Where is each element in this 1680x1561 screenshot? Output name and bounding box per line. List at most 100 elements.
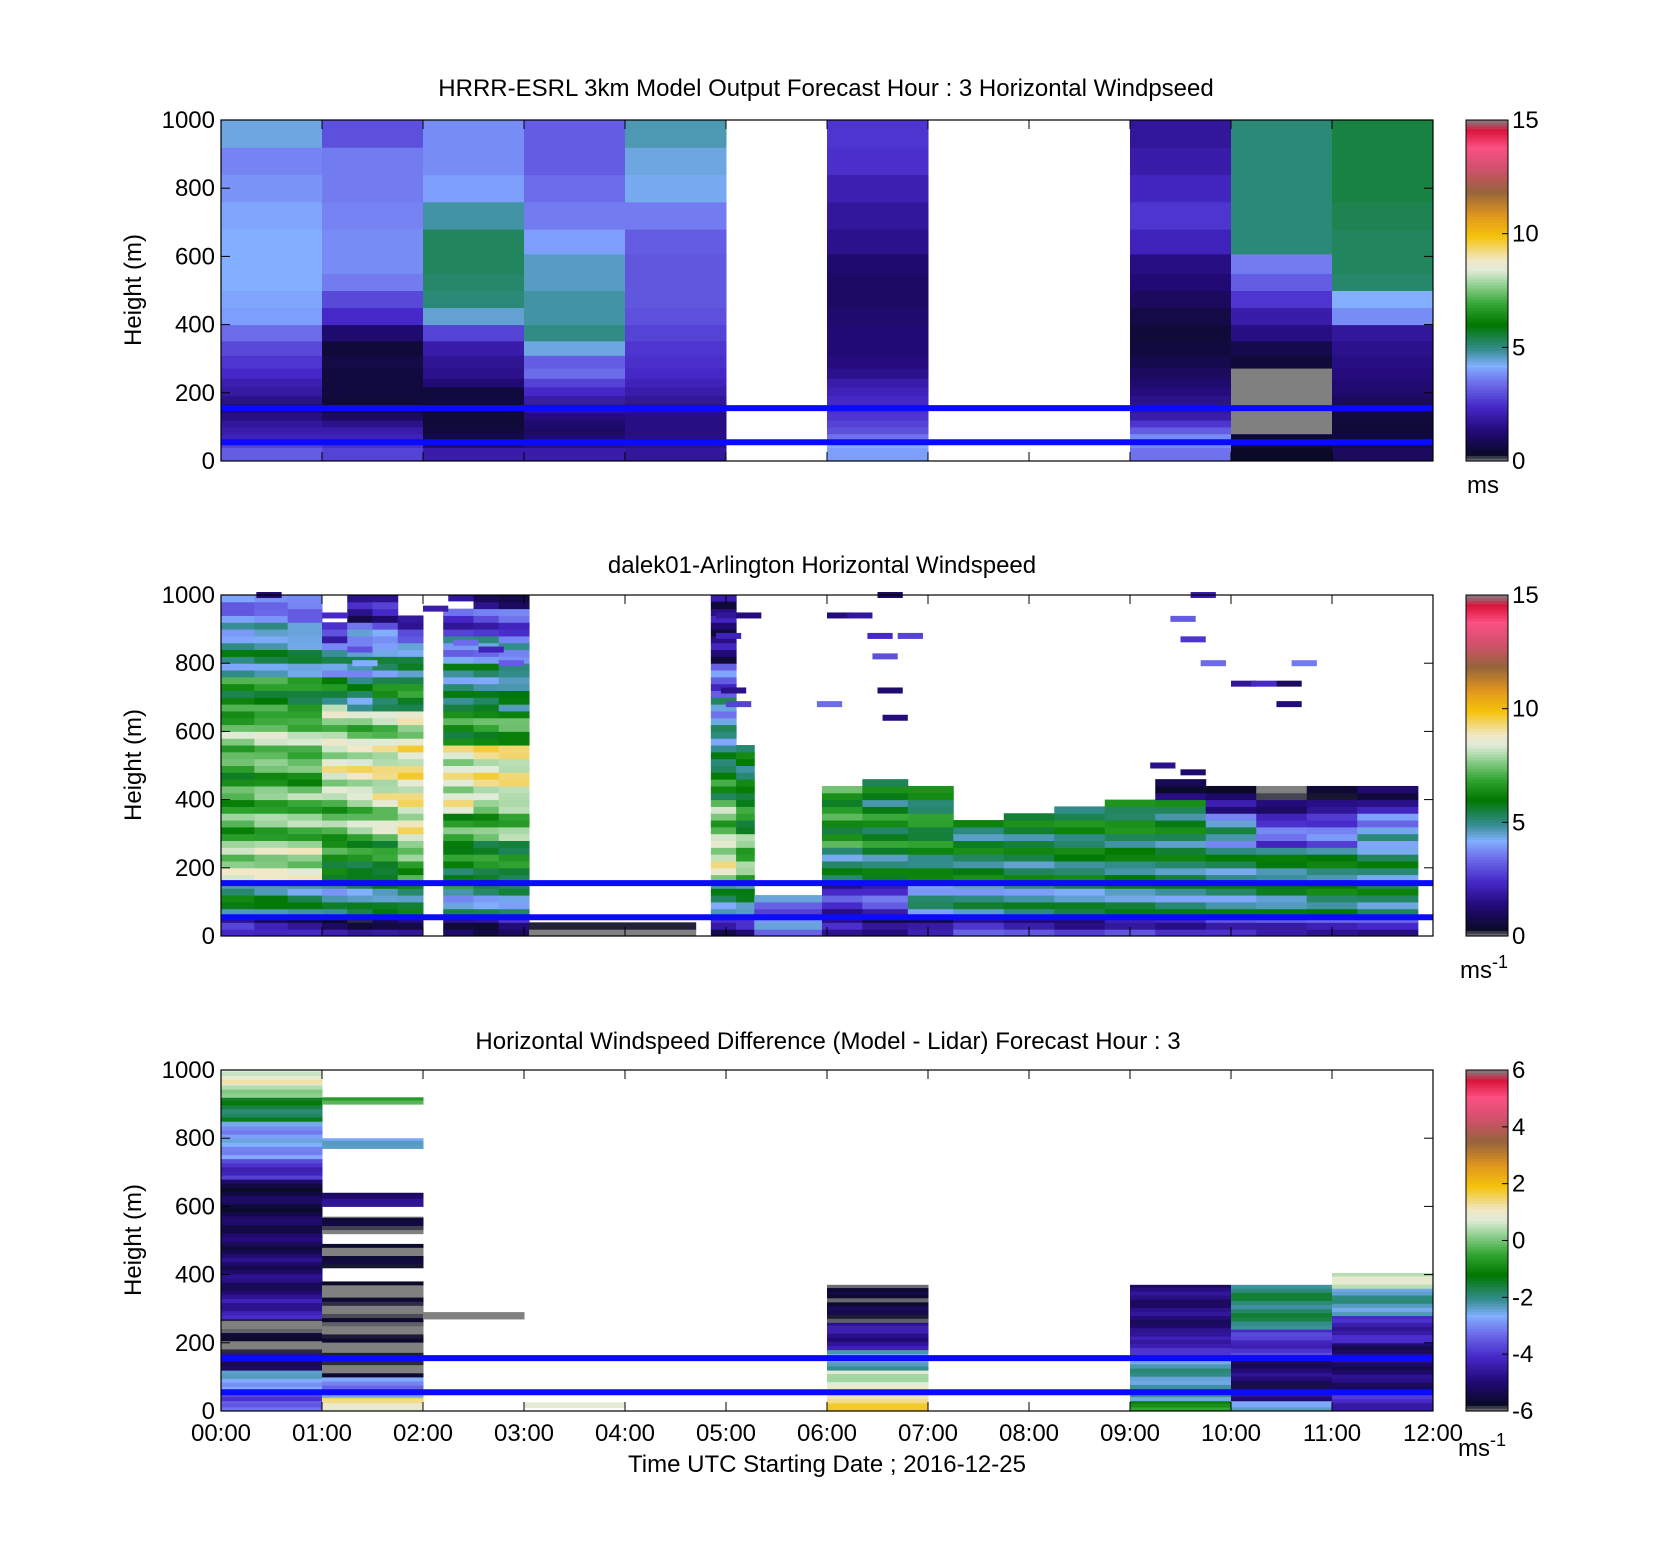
difference-cell bbox=[1332, 1295, 1434, 1300]
lidar-cell bbox=[1306, 922, 1358, 930]
difference-cell bbox=[221, 1211, 323, 1217]
difference-cell bbox=[1332, 1398, 1434, 1404]
colorbar-swatch bbox=[1466, 233, 1508, 238]
lidar-cell bbox=[821, 785, 863, 794]
model-cell bbox=[827, 290, 929, 309]
difference-cell bbox=[322, 1251, 424, 1257]
lidar-cell bbox=[1306, 860, 1358, 869]
lidar-cell bbox=[1003, 854, 1055, 862]
lidar-cell bbox=[221, 663, 255, 671]
difference-cell bbox=[322, 1216, 424, 1218]
lidar-heatmap-cells bbox=[221, 592, 1419, 937]
lidar-cell bbox=[287, 840, 323, 848]
model-cell bbox=[322, 201, 424, 230]
lidar-cell bbox=[1003, 860, 1055, 869]
difference-cell bbox=[322, 1325, 424, 1331]
colorbar-swatch bbox=[1466, 1288, 1508, 1293]
colorbar-swatch bbox=[1466, 424, 1508, 428]
lidar-cell bbox=[1054, 922, 1106, 930]
lidar-cell bbox=[221, 867, 255, 876]
lidar-cell bbox=[736, 854, 755, 862]
model-cell bbox=[322, 253, 424, 274]
colorbar-swatch bbox=[1466, 816, 1508, 821]
difference-cell bbox=[322, 1329, 424, 1335]
lidar-cell bbox=[1003, 901, 1055, 910]
colorbar-swatch bbox=[1466, 1345, 1508, 1350]
lidar-cell bbox=[287, 697, 323, 705]
difference-cell bbox=[221, 1183, 323, 1188]
lidar-cell bbox=[862, 785, 909, 794]
lidar-cell bbox=[1306, 874, 1358, 882]
difference-cell bbox=[322, 1221, 424, 1226]
lidar-cell bbox=[1104, 813, 1156, 821]
lidar-cell bbox=[1003, 867, 1055, 876]
lidar-cell bbox=[372, 683, 399, 691]
lidar-cell bbox=[498, 772, 530, 780]
colorbar-swatch bbox=[1466, 168, 1508, 172]
lidar-cell bbox=[1104, 854, 1156, 862]
difference-cell bbox=[221, 1199, 323, 1205]
lidar-panel: dalek01-Arlington Horizontal Windspeed 0… bbox=[120, 552, 1539, 984]
difference-cell bbox=[1130, 1406, 1232, 1412]
lidar-cell bbox=[862, 908, 909, 917]
colorbar-swatch bbox=[1466, 426, 1508, 431]
difference-cell bbox=[1332, 1322, 1434, 1327]
lidar-cell bbox=[1003, 820, 1055, 828]
lidar-cell bbox=[862, 895, 909, 903]
model-cell bbox=[423, 447, 525, 462]
lidar-cell bbox=[1155, 806, 1207, 814]
difference-cell bbox=[322, 1338, 424, 1343]
difference-cell bbox=[1130, 1376, 1232, 1381]
colorbar-swatch bbox=[1466, 1348, 1508, 1352]
colorbar-swatch bbox=[1466, 802, 1508, 806]
difference-cell bbox=[1332, 1303, 1434, 1308]
lidar-cell bbox=[221, 765, 255, 773]
colorbar-swatch bbox=[1466, 1189, 1508, 1193]
lidar-cell bbox=[254, 663, 289, 671]
model-cell bbox=[827, 412, 929, 421]
lidar-sparse-return bbox=[453, 639, 479, 646]
colorbar-swatch bbox=[1466, 833, 1508, 838]
lidar-cell bbox=[1256, 929, 1308, 937]
lidar-cell bbox=[254, 860, 289, 869]
colorbar-swatch bbox=[1466, 643, 1508, 647]
lidar-cell bbox=[1256, 799, 1308, 807]
difference-cell bbox=[827, 1287, 929, 1293]
difference-cell bbox=[1231, 1304, 1333, 1310]
colorbar-swatch bbox=[1466, 273, 1508, 277]
lidar-cell bbox=[397, 738, 424, 746]
lidar-cell bbox=[254, 710, 289, 719]
difference-cell bbox=[1130, 1331, 1232, 1337]
colorbar-swatch bbox=[1466, 407, 1508, 411]
lidar-cell bbox=[1256, 895, 1308, 903]
colorbar-swatch bbox=[1466, 739, 1508, 744]
colorbar-swatch bbox=[1466, 791, 1508, 795]
lidar-cell bbox=[498, 820, 530, 828]
difference-cell bbox=[1130, 1343, 1232, 1349]
model-cell bbox=[322, 386, 424, 396]
lidar-cell bbox=[1054, 895, 1106, 903]
colorbar-swatch bbox=[1466, 1263, 1508, 1267]
model-cell bbox=[322, 426, 424, 435]
model-cell bbox=[524, 420, 626, 428]
lidar-cell bbox=[710, 826, 737, 835]
lidar-cell bbox=[372, 745, 399, 753]
colorbar-swatch bbox=[1466, 612, 1508, 616]
lidar-sparse-return bbox=[710, 595, 737, 602]
lidar-cell bbox=[221, 908, 255, 917]
lidar-cell bbox=[498, 888, 530, 896]
lidar-cell bbox=[397, 615, 424, 623]
lidar-cell bbox=[254, 765, 289, 773]
difference-cell bbox=[1332, 1365, 1434, 1371]
lidar-cell bbox=[322, 772, 348, 780]
colorbar-swatch bbox=[1466, 216, 1508, 221]
lidar-cell bbox=[498, 731, 530, 739]
colorbar-swatch bbox=[1466, 162, 1508, 167]
lidar-cell bbox=[907, 792, 954, 801]
colorbar-swatch bbox=[1466, 595, 1508, 599]
lidar-cell bbox=[1003, 847, 1055, 855]
model-cell bbox=[423, 290, 525, 309]
lidar-cell bbox=[322, 922, 348, 930]
lidar-cell bbox=[1054, 813, 1106, 821]
lidar-cell bbox=[397, 874, 424, 882]
